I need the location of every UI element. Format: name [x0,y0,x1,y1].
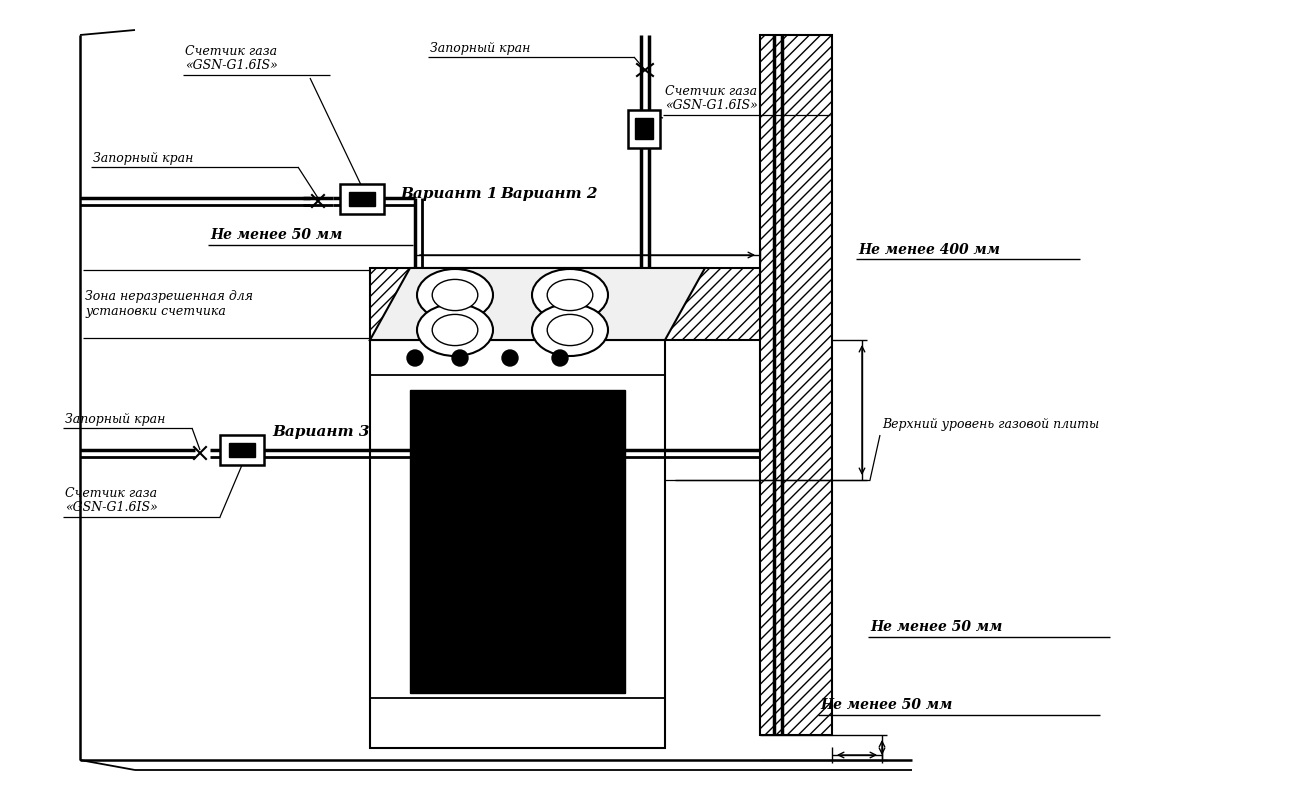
Text: Вариант 1: Вариант 1 [401,187,497,201]
Bar [370,268,760,340]
Text: Запорный кран: Запорный кран [93,152,194,165]
Polygon shape [370,268,705,340]
Circle shape [503,350,518,366]
Bar [628,110,660,148]
Text: Запорный кран: Запорный кран [65,413,165,426]
Bar [760,35,832,735]
Bar [410,390,625,693]
Bar [370,340,665,748]
Text: Запорный кран: Запорный кран [430,42,531,55]
Text: Вариант 2: Вариант 2 [500,187,597,201]
Bar [220,435,264,465]
Text: Не менее 50 мм: Не менее 50 мм [870,620,1003,634]
Ellipse shape [417,304,494,356]
Circle shape [452,350,468,366]
Text: Зона неразрешенная для
установки счетчика: Зона неразрешенная для установки счетчик… [85,290,253,318]
Circle shape [552,350,568,366]
Bar [349,192,375,206]
Ellipse shape [548,314,593,346]
Text: Счетчик газа: Счетчик газа [665,85,757,98]
Bar [229,443,255,457]
Text: «GSN-G1.6IS»: «GSN-G1.6IS» [65,501,158,514]
Bar [634,118,652,139]
Bar [340,184,384,214]
Text: «GSN-G1.6IS»: «GSN-G1.6IS» [665,99,757,112]
Ellipse shape [548,279,593,310]
Circle shape [407,350,422,366]
Ellipse shape [417,269,494,321]
Ellipse shape [433,314,478,346]
Text: Вариант 3: Вариант 3 [273,425,370,439]
Text: Верхний уровень газовой плиты: Верхний уровень газовой плиты [882,418,1099,431]
Text: Счетчик газа: Счетчик газа [185,45,276,58]
Text: «GSN-G1.6IS»: «GSN-G1.6IS» [185,59,278,72]
Text: Счетчик газа: Счетчик газа [65,487,158,500]
Text: Не менее 50 мм: Не менее 50 мм [820,698,952,712]
Ellipse shape [532,304,609,356]
Text: Не менее 400 мм: Не менее 400 мм [858,243,1000,257]
Ellipse shape [433,279,478,310]
Ellipse shape [532,269,609,321]
Text: Не менее 50 мм: Не менее 50 мм [211,228,342,242]
